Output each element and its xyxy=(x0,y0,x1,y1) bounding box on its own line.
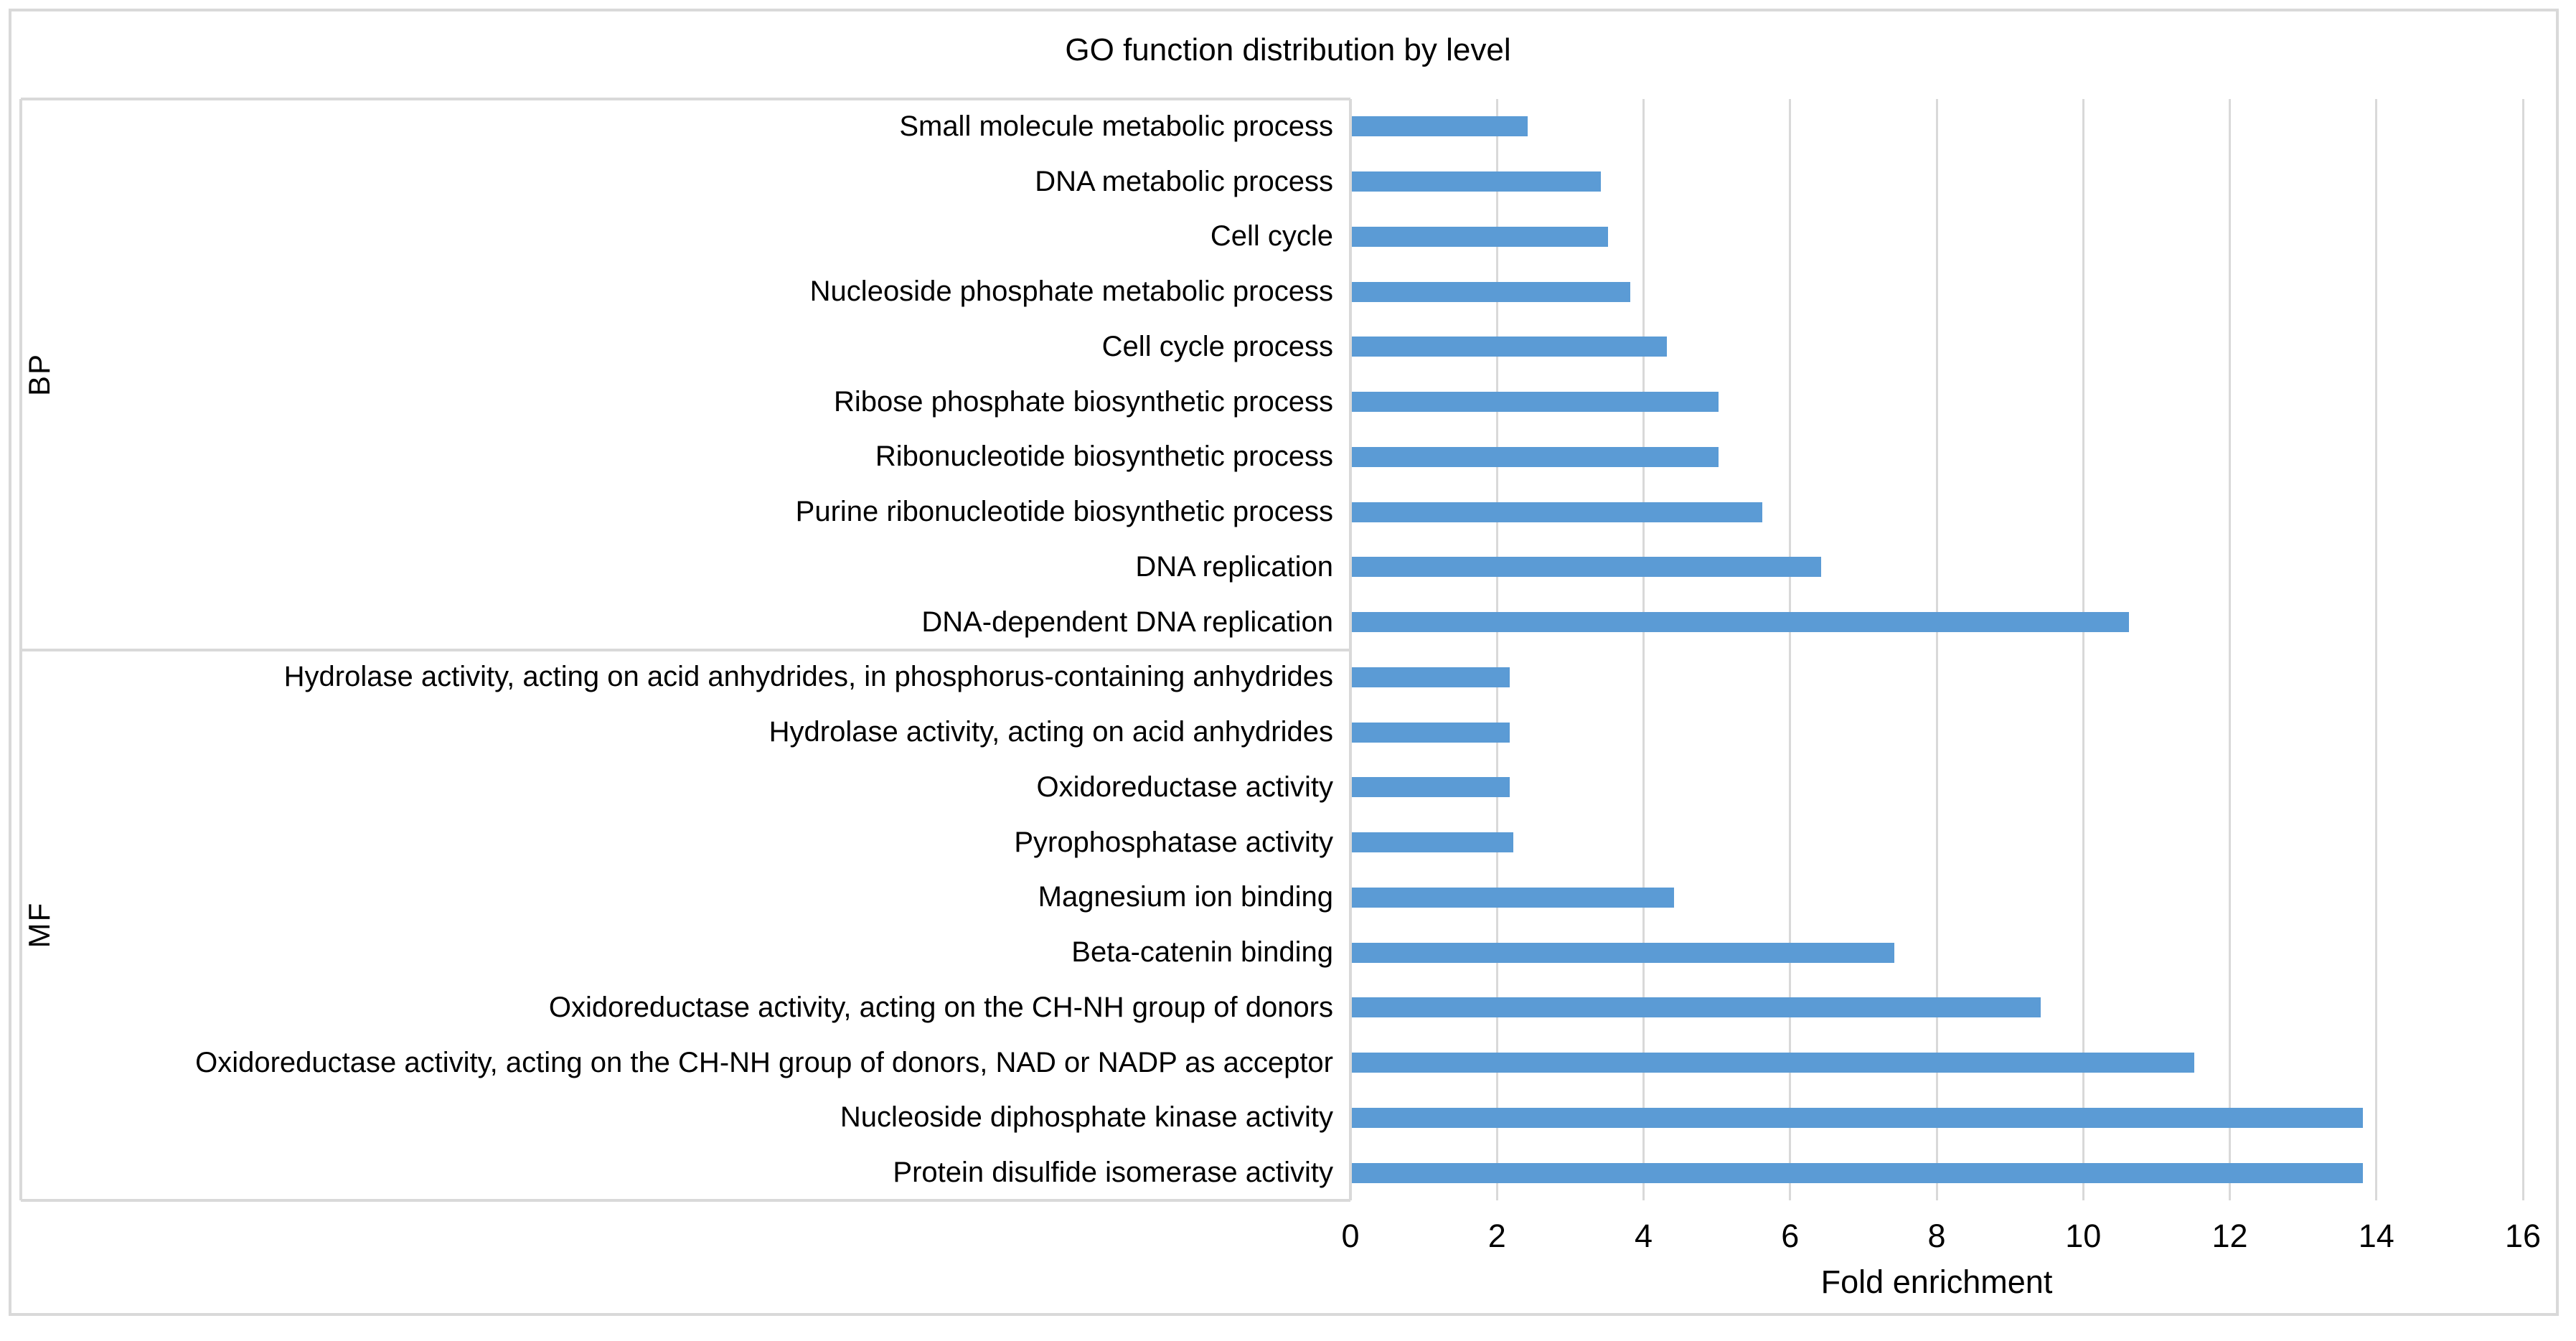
bar xyxy=(1352,667,1510,687)
bar xyxy=(1352,612,2129,633)
category-label: DNA metabolic process xyxy=(1035,165,1333,197)
category-label: Oxidoreductase activity, acting on the C… xyxy=(548,991,1333,1023)
label-area-top-line xyxy=(21,98,1350,100)
x-tick-label: 12 xyxy=(2211,1218,2248,1254)
label-area-bottom-line xyxy=(21,1199,1350,1202)
category-label: Ribonucleotide biosynthetic process xyxy=(875,441,1333,473)
category-label: Cell cycle xyxy=(1210,220,1333,253)
bar xyxy=(1352,557,1821,578)
category-label: Hydrolase activity, acting on acid anhyd… xyxy=(768,716,1333,748)
x-tick-label: 16 xyxy=(2504,1218,2542,1254)
x-tick-label: 8 xyxy=(1927,1218,1946,1254)
category-label: Nucleoside diphosphate kinase activity xyxy=(840,1101,1333,1134)
group-divider-line xyxy=(21,648,1350,651)
category-label: Oxidoreductase activity, acting on the C… xyxy=(195,1046,1333,1078)
category-label: Small molecule metabolic process xyxy=(899,110,1333,142)
category-label: DNA-dependent DNA replication xyxy=(921,606,1333,638)
x-tick-label: 10 xyxy=(2065,1218,2102,1254)
bar xyxy=(1352,502,1762,522)
category-label: DNA replication xyxy=(1135,550,1333,583)
category-label: Nucleoside phosphate metabolic process xyxy=(809,276,1333,308)
category-label: Ribose phosphate biosynthetic process xyxy=(834,385,1333,418)
value-axis-line xyxy=(1349,99,1352,1200)
category-label: Pyrophosphatase activity xyxy=(1014,826,1333,858)
category-label: Cell cycle process xyxy=(1101,330,1333,362)
x-gridline xyxy=(1935,99,1938,1200)
bar xyxy=(1352,446,1719,467)
group-label: BP xyxy=(22,352,56,396)
bar xyxy=(1352,392,1719,413)
bar xyxy=(1352,887,1675,908)
bar xyxy=(1352,226,1609,247)
bar xyxy=(1352,116,1528,137)
x-gridline xyxy=(2229,99,2231,1200)
x-gridline xyxy=(2521,99,2524,1200)
x-tick-label: 14 xyxy=(2358,1218,2394,1254)
x-tick-label: 2 xyxy=(1487,1218,1506,1254)
x-tick-label: 4 xyxy=(1634,1218,1653,1254)
category-label: Hydrolase activity, acting on acid anhyd… xyxy=(283,661,1333,693)
group-label: MF xyxy=(22,901,56,949)
bar xyxy=(1352,1053,2195,1073)
x-tick-label: 0 xyxy=(1341,1218,1360,1254)
x-gridline xyxy=(2375,99,2378,1200)
category-label: Beta-catenin binding xyxy=(1071,936,1333,969)
x-gridline xyxy=(2082,99,2084,1200)
x-gridline xyxy=(1789,99,1792,1200)
x-tick-label: 6 xyxy=(1781,1218,1800,1254)
bar xyxy=(1352,337,1668,357)
category-label: Oxidoreductase activity xyxy=(1036,771,1333,803)
bar xyxy=(1352,942,1894,963)
x-gridline xyxy=(1642,99,1645,1200)
bar xyxy=(1352,722,1510,743)
x-gridline xyxy=(1495,99,1498,1200)
bar xyxy=(1352,171,1602,192)
category-label: Protein disulfide isomerase activity xyxy=(893,1157,1333,1189)
bar xyxy=(1352,997,2041,1018)
x-axis-title: Fold enrichment xyxy=(1820,1264,2053,1300)
bar xyxy=(1352,832,1513,853)
chart-border xyxy=(9,9,2559,1316)
category-label: Purine ribonucleotide biosynthetic proce… xyxy=(795,496,1333,528)
bar xyxy=(1352,281,1631,302)
category-label: Magnesium ion binding xyxy=(1038,881,1333,913)
chart-title: GO function distribution by level xyxy=(1065,32,1511,67)
bar xyxy=(1352,777,1510,798)
bar xyxy=(1352,1162,2364,1183)
bar xyxy=(1352,1107,2364,1128)
